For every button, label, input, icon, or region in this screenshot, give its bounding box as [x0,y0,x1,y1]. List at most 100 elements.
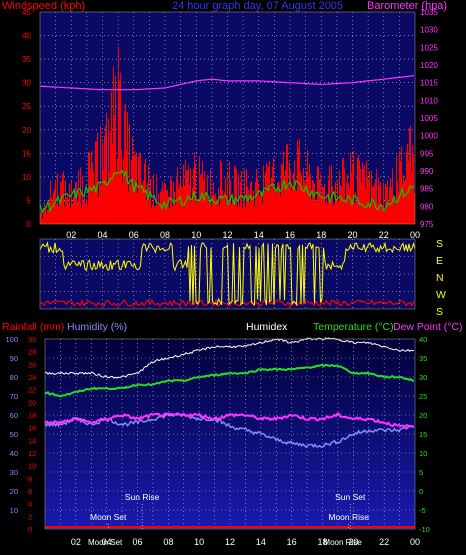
temperature-line [44,363,415,398]
pressure-tick-label: 1020 [420,61,438,70]
humidity-tick-label: 90 [10,354,18,363]
temperature-axis-title: Temperature (°C) [313,321,394,333]
hour-tick-label: 08 [160,230,170,240]
compass-label: E [436,255,443,267]
pressure-tick-label: 1035 [420,8,438,17]
rain-tick-label: 26 [28,360,36,369]
hour-tick-label: 22 [379,537,389,547]
wind-tick-label: 45 [22,8,31,17]
pressure-tick-label: 1015 [420,79,438,88]
rain-tick-label: 16 [28,424,36,433]
hour-tick-label: 06 [129,230,139,240]
hour-tick-label: 08 [163,537,173,547]
humidity-tick-label: 70 [10,392,18,401]
rain-tick-label: 2 [28,512,32,521]
astro-annotations: Moon Set Sun Rise Sun Set Moon Rise Moon Set… [88,492,369,547]
pressure-tick-label: 1010 [420,96,438,105]
temperature-panel-data [44,337,415,528]
barometer-line [39,75,415,91]
wind-tick-label: 30 [22,79,31,88]
humidity-tick-label: 80 [10,373,18,382]
rain-tick-label: 6 [28,487,32,496]
temperature-x-ticks: 02 04 06 08 10 12 14 16 18 20 22 00 [71,537,420,547]
rain-tick-label: 24 [28,373,36,382]
humidity-tick-label: 100 [5,335,18,344]
rain-tick-label: 28 [28,348,36,357]
rain-tick-label: 30 [28,335,36,344]
hour-tick-label: 02 [71,537,81,547]
humidity-tick-label: 40 [10,449,18,458]
moon-rise-axis-label: Moon Rise [323,538,362,547]
dewpoint-line [44,412,415,430]
direction-panel-frame [39,238,416,310]
pressure-tick-label: 995 [420,149,434,158]
temperature-tick-label: 20 [419,411,427,420]
humidex-line [44,337,415,379]
compass-label: N [436,272,444,284]
direction-panel-grid [40,239,415,309]
windspeed-axis-title: Windspeed (kph) [2,0,85,12]
hour-tick-label: 10 [191,230,201,240]
sun-rise-label: Sun Rise [125,492,160,502]
temperature-tick-label: 30 [419,373,427,382]
hour-tick-label: 00 [410,537,420,547]
hour-tick-label: 22 [379,230,389,240]
hour-tick-label: 04 [97,230,107,240]
wind-tick-label: 40 [22,32,31,41]
wind-axis-ticks: 0 5 10 15 20 25 30 35 40 45 [22,8,31,229]
pressure-tick-label: 975 [420,220,434,229]
wind-panel-frame [39,11,416,225]
rain-tick-label: 18 [28,411,36,420]
hour-tick-label: 12 [225,537,235,547]
temperature-tick-label: 0 [419,487,423,496]
moon-rise-label: Moon Rise [328,512,369,522]
temperature-tick-label: 35 [419,354,427,363]
wind-tick-label: 5 [27,196,32,205]
pressure-tick-label: 990 [420,167,434,176]
hour-tick-label: 16 [285,230,295,240]
wind-tick-label: 35 [22,55,31,64]
pressure-tick-label: 980 [420,202,434,211]
hour-tick-label: 18 [316,230,326,240]
barometer-axis-title: Barometer (hpa) [367,0,447,12]
hour-tick-label: 16 [287,537,297,547]
compass-label: S [436,238,443,250]
hour-tick-label: 10 [194,537,204,547]
humidity-tick-label: 20 [10,487,18,496]
temperature-tick-label: 25 [419,392,427,401]
pressure-tick-label: 985 [420,185,434,194]
hour-tick-label: 14 [256,537,266,547]
hour-tick-label: 00 [410,230,420,240]
wind-x-ticks: 02 04 06 08 10 12 14 16 18 20 22 00 [66,230,420,240]
compass-label: W [436,289,446,301]
sun-set-label: Sun Set [335,492,366,502]
hour-tick-label: 04 [102,537,112,547]
temperature-tick-label: -10 [419,525,430,534]
pressure-tick-label: 1000 [420,132,438,141]
dewpoint-axis-title: Dew Point (°C) [393,321,463,333]
wind-tick-label: 0 [27,220,32,229]
humidity-tick-label: 10 [10,506,18,515]
moon-set-label: Moon Set [90,512,127,522]
direction-speed-line [39,298,415,308]
hour-tick-label: 12 [222,230,232,240]
rain-tick-label: 8 [28,474,32,483]
temperature-panel-frame [44,338,416,530]
hour-tick-label: 14 [254,230,264,240]
compass-label: S [436,306,443,318]
humidity-tick-label: 50 [10,430,18,439]
wind-tick-label: 20 [22,126,31,135]
humidity-tick-label: 60 [10,411,18,420]
wind-panel-data [39,46,415,224]
rain-tick-label: 10 [28,462,36,471]
wind-tick-label: 10 [22,173,31,182]
direction-panel-data [39,241,416,308]
humidex-title: Humidex [246,321,288,333]
humidity-axis-title: Humidity (%) [67,321,127,333]
graph-title: 24 hour graph day, 07 August 2005 [172,0,343,12]
rain-tick-label: 22 [28,386,36,395]
hour-tick-label: 18 [317,537,327,547]
